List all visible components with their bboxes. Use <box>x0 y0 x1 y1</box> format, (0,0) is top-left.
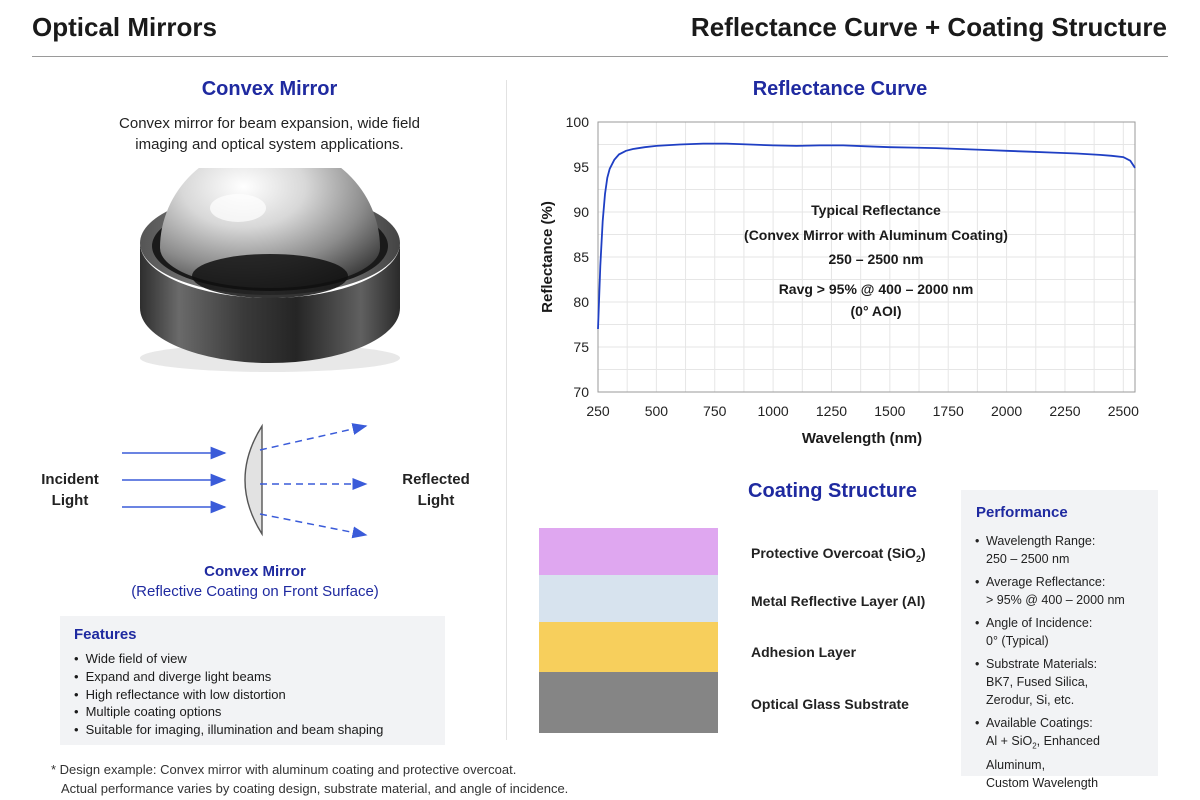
y-tick-label: 90 <box>573 204 589 220</box>
performance-name: Average Reflectance: <box>986 575 1106 589</box>
label-line: Reflected <box>402 471 470 488</box>
coating-layer-metal <box>539 575 718 622</box>
x-tick-label: 2250 <box>1049 403 1080 419</box>
reflected-light-label: Reflected Light <box>395 469 477 511</box>
performance-name: Substrate Materials: <box>986 657 1098 671</box>
chart-annotation: Typical Reflectance (Convex Mirror with … <box>744 202 1008 319</box>
y-tick-label: 70 <box>573 384 589 400</box>
header-divider <box>32 56 1168 57</box>
performance-item: Available Coatings: Al + SiO2, Enhanced … <box>975 714 1158 792</box>
label-line: Light <box>51 492 89 509</box>
convex-mirror-shape <box>244 423 263 537</box>
y-tick-label: 85 <box>573 249 589 265</box>
features-panel: Features Wide field of view Expand and d… <box>60 616 445 745</box>
y-tick-label: 95 <box>573 159 589 175</box>
coating-layer-label: Protective Overcoat (SiO2) <box>751 545 926 564</box>
x-tick-label: 1750 <box>933 403 964 419</box>
column-divider <box>506 80 507 740</box>
convex-mirror-title: Convex Mirror <box>201 78 338 100</box>
description-line: imaging and optical system applications. <box>135 136 404 153</box>
convex-mirror-description: Convex mirror for beam expansion, wide f… <box>92 113 447 155</box>
coating-layer-substrate <box>539 672 718 733</box>
subscript: 2 <box>1032 741 1037 751</box>
feature-item: Wide field of view <box>74 650 383 668</box>
performance-item: Angle of Incidence: 0° (Typical) <box>975 614 1158 650</box>
features-list: Wide field of view Expand and diverge li… <box>74 650 384 739</box>
performance-panel: Performance Wavelength Range: 250 – 2500… <box>961 490 1158 790</box>
annotation-line: 250 – 2500 nm <box>829 251 924 267</box>
performance-item: Wavelength Range: 250 – 2500 nm <box>975 532 1158 568</box>
value-text: , Enhanced Aluminum, <box>986 734 1100 772</box>
performance-value: Al + SiO2, Enhanced Aluminum, <box>986 732 1158 774</box>
y-tick-label: 75 <box>573 339 589 355</box>
x-tick-label: 2000 <box>991 403 1022 419</box>
performance-value: 250 – 2500 nm <box>986 552 1070 566</box>
x-tick-label: 1000 <box>758 403 789 419</box>
y-tick-label: 80 <box>573 294 589 310</box>
performance-name: Wavelength Range: <box>986 534 1096 548</box>
reflectance-curve-title: Reflectance Curve <box>752 78 928 100</box>
ray-diagram <box>122 423 368 539</box>
annotation-line: Ravg > 95% @ 400 – 2000 nm <box>779 281 974 297</box>
layer-label-end: ) <box>920 545 926 561</box>
performance-title: Performance <box>976 504 1068 521</box>
mirror-caption-subtitle: (Reflective Coating on Front Surface) <box>131 583 379 600</box>
x-tick-label: 750 <box>703 403 727 419</box>
annotation-line: (Convex Mirror with Aluminum Coating) <box>744 227 1008 243</box>
coating-layer-label: Metal Reflective Layer (Al) <box>751 593 926 609</box>
x-tick-labels: 250 500 750 1000 1250 1500 1750 2000 2250 2500 <box>586 403 1139 419</box>
performance-name: Available Coatings: <box>986 716 1093 730</box>
x-tick-label: 500 <box>645 403 669 419</box>
x-tick-label: 1250 <box>816 403 847 419</box>
performance-item: Substrate Materials: BK7, Fused Silica, … <box>975 655 1158 709</box>
annotation-line: (0° AOI) <box>851 303 902 319</box>
feature-item: Suitable for imaging, illumination and b… <box>74 721 384 739</box>
x-tick-label: 1500 <box>874 403 905 419</box>
footnote-line: * Design example: Convex mirror with alu… <box>51 762 517 777</box>
page-title: Optical Mirrors <box>32 12 217 42</box>
mirror-caption-title: Convex Mirror <box>204 563 306 580</box>
y-tick-labels: 70 75 80 85 90 95 100 <box>566 114 590 400</box>
x-tick-label: 250 <box>586 403 610 419</box>
label-line: Incident <box>41 471 99 488</box>
label-line: Light <box>417 492 455 509</box>
feature-item: High reflectance with low distortion <box>74 686 383 704</box>
coating-layer-overcoat <box>539 528 718 575</box>
y-tick-label: 100 <box>566 114 590 130</box>
y-axis-label: Reflectance (%) <box>539 201 556 313</box>
section-header-title: Reflectance Curve + Coating Structure <box>690 12 1167 42</box>
x-axis-label: Wavelength (nm) <box>802 430 922 447</box>
performance-item: Average Reflectance: > 95% @ 400 – 2000 … <box>975 573 1158 609</box>
reflected-ray <box>259 513 368 539</box>
footnote: * Design example: Convex mirror with alu… <box>51 760 568 798</box>
performance-value: > 95% @ 400 – 2000 nm <box>986 593 1125 607</box>
performance-value: 0° (Typical) <box>986 634 1049 648</box>
feature-item: Expand and diverge light beams <box>74 668 383 686</box>
performance-name: Angle of Incidence: <box>986 616 1093 630</box>
mirror-caption: Convex Mirror (Reflective Coating on Fro… <box>130 562 380 602</box>
coating-structure-title: Coating Structure <box>748 480 917 502</box>
features-title: Features <box>74 626 137 643</box>
coating-layer-label: Optical Glass Substrate <box>751 696 909 712</box>
description-line: Convex mirror for beam expansion, wide f… <box>119 115 420 132</box>
reflectance-line <box>597 142 1136 330</box>
plot-frame <box>597 121 1136 393</box>
reflected-ray <box>259 423 368 451</box>
coating-layer-adhesion <box>539 622 718 672</box>
x-tick-label: 2500 <box>1108 403 1139 419</box>
incident-light-label: Incident Light <box>30 469 110 511</box>
annotation-line: Typical Reflectance <box>811 202 941 218</box>
value-text: Al + SiO <box>986 734 1033 748</box>
performance-list: Wavelength Range: 250 – 2500 nm Average … <box>975 532 1158 797</box>
subscript: 2 <box>915 553 921 564</box>
convex-mirror-photo <box>140 168 400 372</box>
reflectance-chart: 70 75 80 85 90 95 100 250 500 750 1000 1250 1500 175… <box>539 114 1139 447</box>
footnote-line: Actual performance varies by coating des… <box>61 781 569 796</box>
feature-item: Multiple coating options <box>74 703 383 721</box>
layer-label-text: Protective Overcoat (SiO <box>751 545 916 561</box>
performance-value: Zerodur, Si, etc. <box>986 693 1075 707</box>
coating-layer-label: Adhesion Layer <box>751 644 857 660</box>
performance-value: Custom Wavelength <box>986 775 1099 790</box>
performance-value: BK7, Fused Silica, <box>986 675 1089 689</box>
